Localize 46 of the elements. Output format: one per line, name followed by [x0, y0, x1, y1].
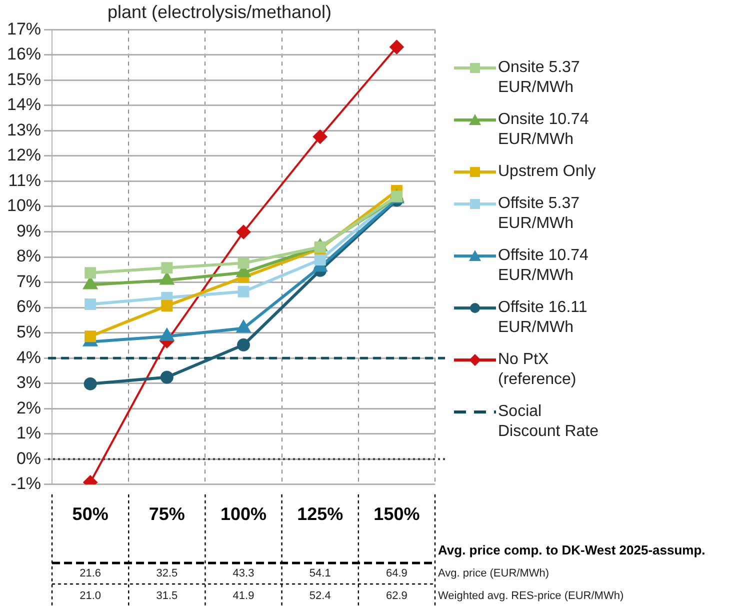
y-tick-label: 9% [16, 221, 42, 240]
x-axis-title: Avg. price comp. to DK-West 2025-assump. [438, 542, 706, 558]
y-tick-label: 17% [6, 19, 42, 38]
text: 31.5 [156, 590, 178, 602]
legend-label: Upstrem Only [498, 162, 597, 182]
y-tick-label: 10% [6, 196, 42, 216]
x-tick-label: 100% [220, 504, 267, 524]
x-tick-label: 50% [72, 504, 108, 524]
y-tick-label: 2% [16, 398, 42, 418]
y-tick-label: 0% [16, 448, 42, 468]
y-tick-label: -1% [10, 474, 42, 494]
text: 64.9 [386, 568, 408, 580]
y-tick-label: 15% [6, 70, 42, 89]
text: 62.9 [386, 590, 408, 602]
y-tick-label: 12% [6, 146, 42, 165]
text: 21.0 [80, 590, 102, 602]
text: 52.4 [309, 590, 331, 602]
legend-label: Social Discount Rate [498, 402, 600, 442]
legend-label: Onsite 10.74 EUR/MWh [498, 110, 590, 150]
x-tick-label: 150% [374, 504, 420, 524]
text: 54.1 [309, 568, 331, 580]
text: Weighted avg. RES-price (EUR/MWh) [438, 590, 624, 602]
y-tick-label: 1% [16, 424, 42, 443]
text: 43.3 [232, 568, 254, 580]
legend-label: Onsite 5.37 EUR/MWh [498, 58, 581, 98]
y-tick-label: 11% [8, 170, 42, 190]
y-tick-label: 3% [16, 373, 42, 392]
y-tick-label: 6% [16, 297, 42, 316]
text: 32.5 [156, 568, 178, 580]
legend-label: Offsite 5.37 EUR/MWh [498, 194, 581, 234]
text: 41.9 [232, 590, 254, 602]
y-tick-label: 4% [16, 348, 42, 367]
y-tick-label: 13% [6, 120, 42, 140]
y-tick-label: 7% [16, 272, 42, 291]
text: Avg. price (EUR/MWh) [438, 568, 550, 580]
y-tick-label: 5% [16, 322, 42, 342]
legend-label: No PtX (reference) [498, 350, 578, 390]
x-tick-label: 125% [297, 504, 344, 524]
x-tick-label: 75% [148, 504, 185, 524]
y-tick-label: 8% [16, 246, 42, 266]
y-tick-label: 14% [6, 95, 42, 114]
text: 21.6 [80, 568, 102, 580]
legend-label: Offsite 16.11 EUR/MWh [498, 298, 588, 338]
legend-label: Offsite 10.74 EUR/MWh [498, 246, 590, 286]
y-tick-label: 16% [6, 44, 42, 64]
chart-title: plant (electrolysis/methanol) [107, 2, 332, 22]
